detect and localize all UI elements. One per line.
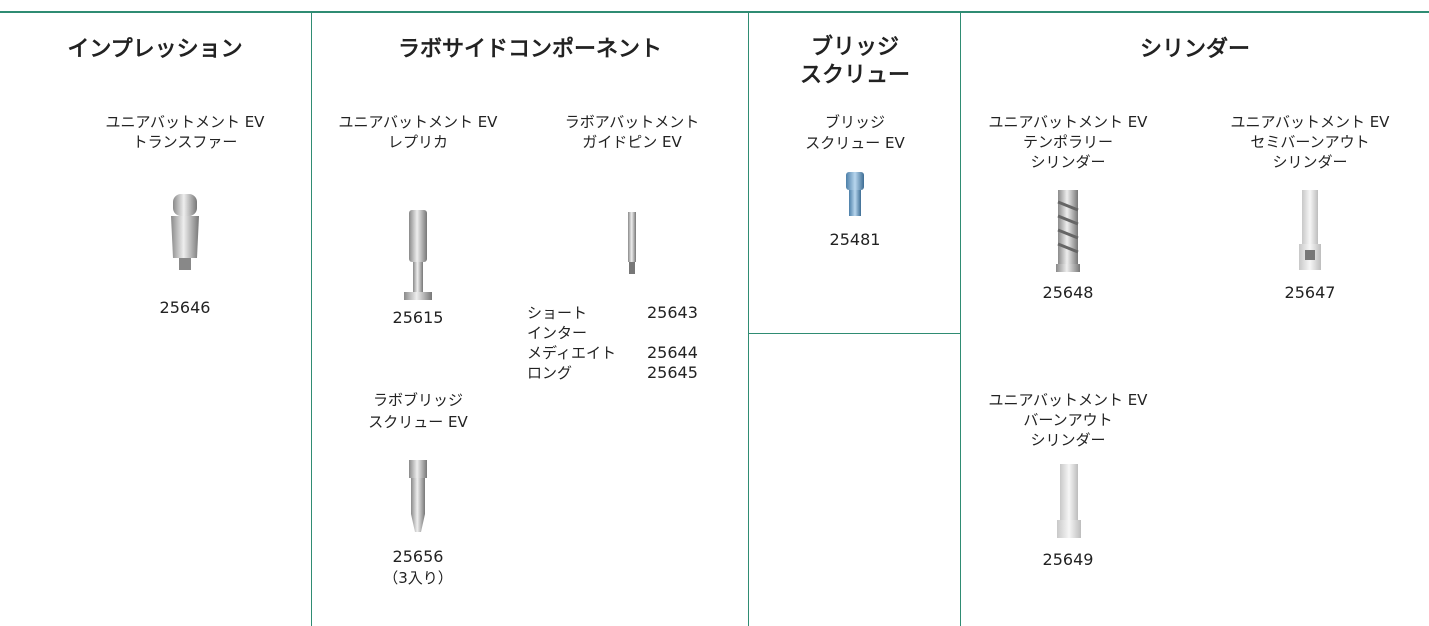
- item-code: 25615: [392, 308, 444, 327]
- item-code: 25649: [1042, 550, 1094, 569]
- product-image: [846, 172, 864, 216]
- item-name: レプリカ: [387, 133, 449, 151]
- item-code: 25656: [392, 547, 444, 566]
- product-image: [1057, 464, 1081, 538]
- variant-label: ロング: [527, 364, 573, 382]
- column-divider: [960, 13, 961, 626]
- product-image: [628, 212, 636, 274]
- item-name: シリンダー: [1272, 153, 1348, 171]
- variant-label: メディエイト: [527, 344, 616, 362]
- item-name: シリンダー: [1030, 153, 1106, 171]
- item-note: （3入り）: [383, 569, 453, 587]
- product-image: [1056, 190, 1080, 272]
- item-name: トランスファー: [132, 133, 238, 151]
- item-name: ラボアバットメント: [564, 113, 700, 131]
- item-name: バーンアウト: [1023, 411, 1113, 429]
- variant-code: 25645: [647, 363, 698, 382]
- item-name: ユニアバットメント EV: [1230, 113, 1390, 131]
- column-header: インプレッション: [67, 37, 243, 62]
- variant-code: 25643: [647, 303, 698, 322]
- item-name: ガイドピン EV: [582, 133, 682, 151]
- variant-label: インター: [527, 324, 588, 342]
- item-code: 25648: [1042, 283, 1094, 302]
- item-name: ユニアバットメント EV: [988, 391, 1148, 409]
- product-image: [404, 210, 432, 300]
- product-image: [1299, 190, 1321, 270]
- item-name: セミバーンアウト: [1250, 133, 1370, 151]
- item-name: スクリュー EV: [368, 413, 468, 431]
- variant-label: ショート: [527, 304, 588, 322]
- item-name: ブリッジ: [824, 113, 886, 131]
- column-header: シリンダー: [1139, 37, 1251, 62]
- item-code: 25647: [1284, 283, 1336, 302]
- cell-divider: [748, 333, 960, 334]
- product-image: [409, 460, 427, 532]
- column-header: ブリッジ: [810, 35, 900, 60]
- item-name: ラボブリッジ: [372, 391, 464, 409]
- top-rule: [0, 11, 1429, 13]
- item-name: テンポラリー: [1022, 133, 1114, 151]
- item-name: ユニアバットメント EV: [105, 113, 265, 131]
- variant-code: 25644: [647, 343, 698, 362]
- product-image: [171, 194, 199, 270]
- item-code: 25481: [829, 230, 881, 249]
- item-code: 25646: [159, 298, 211, 317]
- item-name: ユニアバットメント EV: [988, 113, 1148, 131]
- column-header: スクリュー: [799, 63, 911, 88]
- item-name: ユニアバットメント EV: [338, 113, 498, 131]
- column-header: ラボサイドコンポーネント: [397, 37, 663, 62]
- column-divider: [311, 13, 312, 626]
- column-divider: [748, 13, 749, 626]
- item-name: スクリュー EV: [805, 134, 905, 152]
- item-name: シリンダー: [1030, 431, 1106, 449]
